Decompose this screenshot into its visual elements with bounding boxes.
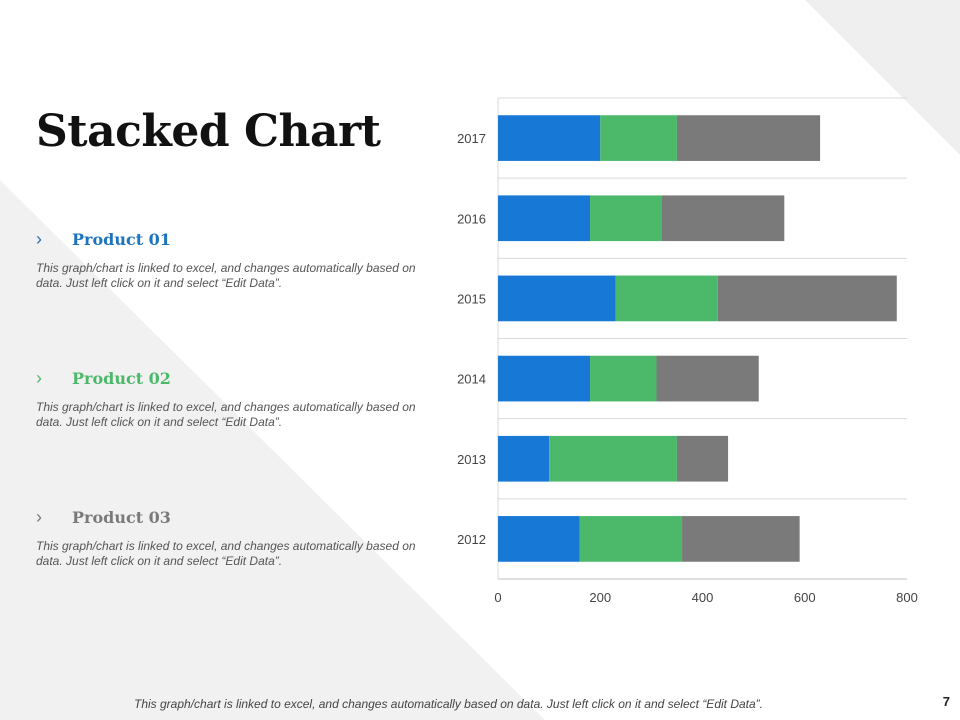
chevron-right-icon: › (36, 229, 42, 249)
y-tick-label: 2015 (457, 291, 486, 306)
y-tick-label: 2017 (457, 131, 486, 146)
product-description: This graph/chart is linked to excel, and… (36, 400, 416, 429)
bar-2015-series-1 (498, 275, 616, 322)
stacked-bar-chart: 2017 2016 2015 2014 2013 2012 0 200 400 600 800 (457, 97, 918, 605)
bar-2016-series-2 (590, 195, 662, 242)
product-description: This graph/chart is linked to excel, and… (36, 261, 416, 290)
bar-2015-series-3 (717, 275, 897, 322)
y-tick-label: 2013 (457, 452, 486, 467)
y-tick-label: 2012 (457, 532, 486, 547)
bar-2015-series-2 (615, 275, 718, 322)
bar-2016-series-3 (661, 195, 785, 242)
page-number: 7 (942, 694, 950, 709)
product-item-1: › Product 01 This graph/chart is linked … (36, 227, 416, 291)
bar-2012-series-2 (579, 516, 683, 562)
bar-2017-series-2 (600, 115, 677, 161)
product-name: Product 02 (72, 368, 171, 388)
y-tick-label: 2014 (457, 372, 486, 387)
bar-2013-series-3 (676, 435, 729, 482)
x-tick-label: 200 (589, 590, 611, 605)
bar-2014-series-2 (590, 355, 657, 402)
product-description: This graph/chart is linked to excel, and… (36, 539, 416, 568)
x-tick-label: 0 (494, 590, 501, 605)
x-tick-label: 800 (896, 590, 918, 605)
bar-2013-series-1 (498, 435, 550, 482)
x-tick-label: 400 (692, 590, 714, 605)
chevron-right-icon: › (36, 368, 42, 388)
bar-2017-series-3 (676, 115, 821, 161)
bar-2014-series-1 (498, 355, 591, 402)
bar-2014-series-3 (656, 355, 759, 402)
bar-2012-series-3 (682, 516, 800, 562)
bar-2013-series-2 (549, 435, 677, 482)
product-name: Product 03 (72, 507, 171, 527)
product-name: Product 01 (72, 229, 171, 249)
chevron-right-icon: › (36, 507, 42, 527)
page-title: Stacked Chart (36, 106, 381, 157)
bar-2017-series-1 (498, 115, 601, 161)
product-item-2: › Product 02 This graph/chart is linked … (36, 366, 416, 430)
bar-2016-series-1 (498, 195, 591, 242)
bar-2012-series-1 (498, 516, 580, 562)
product-item-3: › Product 03 This graph/chart is linked … (36, 505, 416, 569)
footer-note: This graph/chart is linked to excel, and… (134, 697, 763, 711)
y-tick-label: 2016 (457, 211, 486, 226)
x-tick-label: 600 (794, 590, 816, 605)
